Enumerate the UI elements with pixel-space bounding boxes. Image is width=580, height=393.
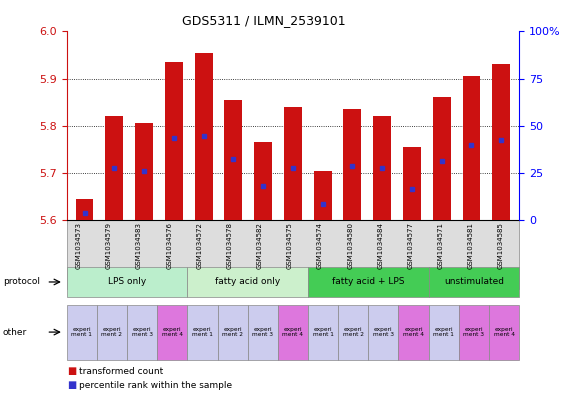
Bar [343,109,361,220]
Text: GSM1034572: GSM1034572 [197,222,202,269]
Bar [106,116,124,220]
Bar [463,76,480,220]
Text: experi
ment 4: experi ment 4 [403,327,424,337]
Text: GSM1034580: GSM1034580 [347,222,353,269]
Bar [374,116,391,220]
Bar [314,171,332,220]
Text: GSM1034581: GSM1034581 [468,222,474,269]
Bar [135,123,153,220]
Text: protocol: protocol [3,277,40,286]
Text: GSM1034576: GSM1034576 [166,222,172,269]
Text: percentile rank within the sample: percentile rank within the sample [79,381,233,389]
Text: GSM1034579: GSM1034579 [106,222,112,269]
Text: other: other [3,328,27,336]
Text: experi
ment 3: experi ment 3 [463,327,484,337]
Text: GSM1034575: GSM1034575 [287,222,293,269]
Bar [75,199,93,220]
Text: experi
ment 1: experi ment 1 [71,327,92,337]
Text: experi
ment 4: experi ment 4 [494,327,514,337]
Text: ■: ■ [67,366,76,376]
Bar [254,142,272,220]
Text: experi
ment 1: experi ment 1 [192,327,213,337]
Text: GSM1034582: GSM1034582 [257,222,263,269]
Text: GSM1034578: GSM1034578 [227,222,233,269]
Text: experi
ment 1: experi ment 1 [433,327,454,337]
Text: experi
ment 4: experi ment 4 [282,327,303,337]
Text: experi
ment 2: experi ment 2 [102,327,122,337]
Text: GSM1034585: GSM1034585 [498,222,504,269]
Bar [433,97,451,220]
Text: experi
ment 2: experi ment 2 [343,327,364,337]
Text: transformed count: transformed count [79,367,164,376]
Bar [492,64,510,220]
Text: GSM1034573: GSM1034573 [76,222,82,269]
Text: experi
ment 2: experi ment 2 [222,327,243,337]
Text: fatty acid + LPS: fatty acid + LPS [332,277,405,286]
Text: fatty acid only: fatty acid only [215,277,280,286]
Text: experi
ment 3: experi ment 3 [252,327,273,337]
Text: unstimulated: unstimulated [444,277,504,286]
Text: experi
ment 3: experi ment 3 [373,327,394,337]
Bar [284,107,302,220]
Text: GDS5311 / ILMN_2539101: GDS5311 / ILMN_2539101 [182,15,346,28]
Text: ■: ■ [67,380,76,390]
Text: LPS only: LPS only [108,277,146,286]
Bar [165,62,183,220]
Text: experi
ment 3: experi ment 3 [132,327,153,337]
Bar [403,147,421,220]
Text: GSM1034583: GSM1034583 [136,222,142,269]
Text: GSM1034584: GSM1034584 [378,222,383,269]
Text: experi
ment 1: experi ment 1 [313,327,333,337]
Bar [195,53,212,220]
Bar [224,100,242,220]
Text: GSM1034574: GSM1034574 [317,222,323,269]
Text: experi
ment 4: experi ment 4 [162,327,183,337]
Text: GSM1034577: GSM1034577 [408,222,414,269]
Text: GSM1034571: GSM1034571 [438,222,444,269]
